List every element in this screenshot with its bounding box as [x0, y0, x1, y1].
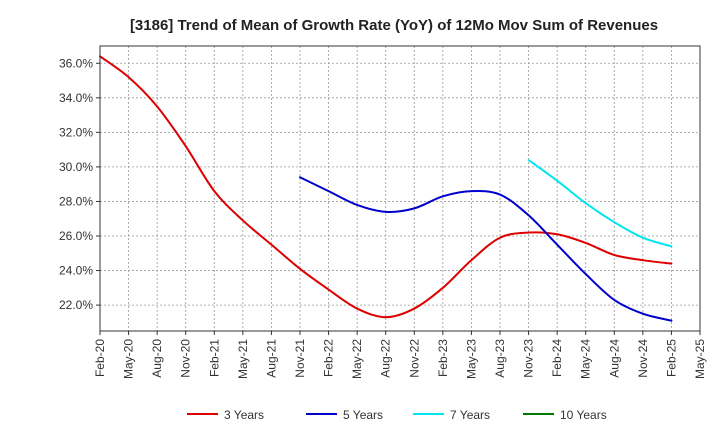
x-tick-label: May-23 [464, 339, 478, 379]
series-line-7-years [527, 159, 673, 248]
x-tick-label: Nov-23 [522, 339, 536, 378]
y-tick-label: 24.0% [59, 264, 93, 278]
legend-label-5-years: 5 Years [343, 408, 383, 422]
x-tick-label: Feb-23 [436, 339, 450, 377]
y-tick-label: 32.0% [59, 125, 93, 139]
x-tick-label: Feb-24 [550, 339, 564, 377]
x-tick-label: May-20 [122, 339, 136, 379]
series-lines [99, 55, 673, 322]
grid [99, 46, 701, 331]
chart-title: [3186] Trend of Mean of Growth Rate (YoY… [130, 17, 658, 34]
y-tick-label: 30.0% [59, 160, 93, 174]
x-tick-label: May-25 [693, 339, 707, 379]
x-tick-label: Feb-20 [93, 339, 107, 377]
plot-frame [99, 45, 701, 332]
x-tick-label: Aug-22 [379, 339, 393, 378]
x-tick-label: Nov-20 [179, 339, 193, 378]
x-tick-label: Feb-25 [664, 339, 678, 377]
series-line-3-years [99, 55, 673, 319]
x-tick-label: Aug-24 [607, 339, 621, 378]
y-tick-label: 22.0% [59, 298, 93, 312]
x-tick-label: May-24 [579, 339, 593, 379]
legend: 3 Years 5 Years 7 Years 10 Years [187, 408, 607, 422]
x-tick-label: Nov-24 [636, 339, 650, 378]
y-tick-label: 34.0% [59, 91, 93, 105]
y-tick-label: 28.0% [59, 194, 93, 208]
x-tick-label: Feb-21 [207, 339, 221, 377]
legend-label-7-years: 7 Years [450, 408, 490, 422]
x-tick-label: May-21 [236, 339, 250, 379]
x-tick-label: Nov-22 [407, 339, 421, 378]
legend-label-10-years: 10 Years [560, 408, 607, 422]
x-tick-label: Feb-22 [322, 339, 336, 377]
x-tick-label: Aug-23 [493, 339, 507, 378]
x-tick-label: Aug-20 [150, 339, 164, 378]
x-axis-ticks: Feb-20 May-20 Aug-20 Nov-20 Feb-21 May-21 Aug-… [93, 331, 707, 379]
y-tick-label: 36.0% [59, 56, 93, 70]
x-tick-label: May-22 [350, 339, 364, 379]
y-axis-ticks: 22.0% 24.0% 26.0% 28.0% 30.0% 32.0% 34.0% 36.0% [59, 56, 100, 312]
y-tick-label: 26.0% [59, 229, 93, 243]
x-tick-label: Aug-21 [264, 339, 278, 378]
series-line-5-years [299, 176, 673, 322]
x-tick-label: Nov-21 [293, 339, 307, 378]
legend-label-3-years: 3 Years [224, 408, 264, 422]
